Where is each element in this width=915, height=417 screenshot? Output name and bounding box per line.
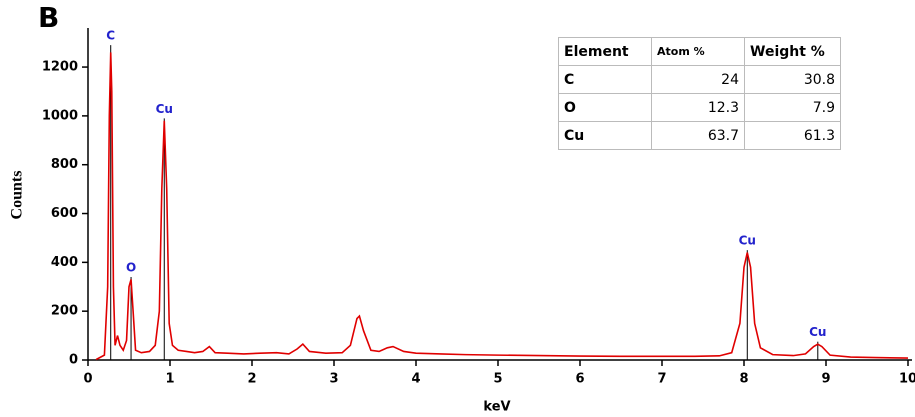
y-axis-label: Counts xyxy=(9,171,26,220)
y-tick-label: 0 xyxy=(69,353,78,368)
table-cell: O xyxy=(558,93,652,122)
x-tick-label: 2 xyxy=(247,372,256,387)
table-cell: 63.7 xyxy=(651,121,745,150)
x-tick-label: 0 xyxy=(83,372,92,387)
table-cell: C xyxy=(558,65,652,94)
table-header: Element xyxy=(558,37,652,66)
y-tick-label: 600 xyxy=(51,206,78,221)
x-tick-label: 9 xyxy=(821,372,830,387)
table-cell: 12.3 xyxy=(651,93,745,122)
x-tick-label: 3 xyxy=(329,372,338,387)
x-tick-label: 6 xyxy=(575,372,584,387)
table-cell: 30.8 xyxy=(744,65,841,94)
peak-label: Cu xyxy=(156,102,173,116)
panel-label: B xyxy=(38,1,59,34)
spectrum-line xyxy=(95,52,909,361)
x-tick-label: 10 xyxy=(899,372,915,387)
peak-label: C xyxy=(106,29,115,43)
peak-label: Cu xyxy=(739,234,756,248)
x-tick-label: 5 xyxy=(493,372,502,387)
table-cell: Cu xyxy=(558,121,652,150)
peak-label: Cu xyxy=(809,325,826,339)
y-tick-label: 800 xyxy=(51,157,78,172)
table-header: Atom % xyxy=(651,37,745,66)
y-tick-label: 1000 xyxy=(42,108,78,123)
x-tick-label: 1 xyxy=(165,372,174,387)
composition-table: Element Atom % Weight % C 24 30.8 O 12.3 7.9 C… xyxy=(558,37,841,150)
x-tick-label: 8 xyxy=(739,372,748,387)
table-cell: 24 xyxy=(651,65,745,94)
x-tick-label: 4 xyxy=(411,372,420,387)
table-cell: 61.3 xyxy=(744,121,841,150)
y-tick-label: 400 xyxy=(51,255,78,270)
y-tick-label: 1200 xyxy=(42,60,78,75)
peak-label: O xyxy=(126,261,136,275)
x-axis-label: keV xyxy=(483,400,510,415)
table-cell: 7.9 xyxy=(744,93,841,122)
table-header: Weight % xyxy=(744,37,841,66)
y-tick-label: 200 xyxy=(51,304,78,319)
x-tick-label: 7 xyxy=(657,372,666,387)
